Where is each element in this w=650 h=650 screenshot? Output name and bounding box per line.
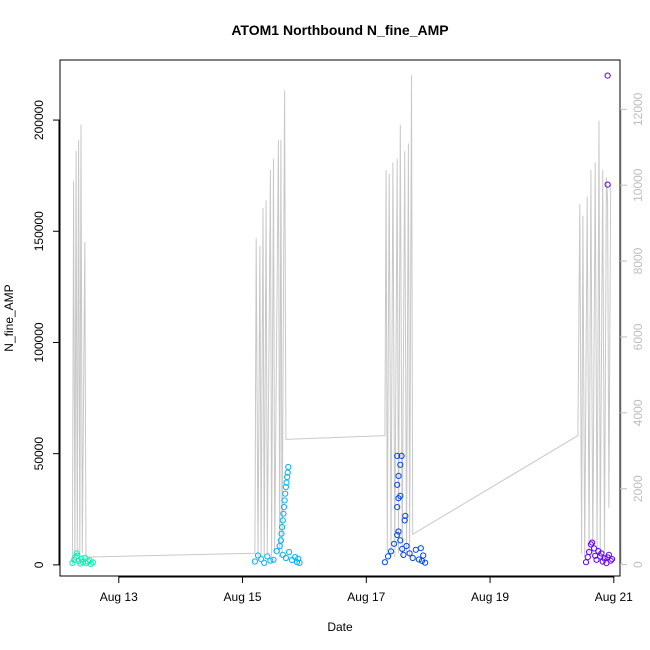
data-point	[270, 556, 277, 563]
data-point	[599, 558, 606, 565]
data-point	[394, 504, 401, 511]
data-point	[279, 551, 286, 559]
data-point	[273, 548, 280, 555]
y2-tick-label: 4000	[631, 399, 645, 426]
y-axis: 0 50000 100000 150000 200000	[32, 100, 60, 568]
data-point	[403, 542, 410, 550]
data-point	[391, 540, 398, 547]
data-point	[381, 559, 388, 566]
data-point	[264, 553, 271, 560]
points-layer	[69, 72, 616, 568]
y-tick-label: 150000	[32, 211, 46, 251]
data-point	[395, 528, 402, 535]
data-point	[590, 545, 598, 552]
data-point	[598, 550, 605, 557]
data-point	[73, 550, 80, 557]
y-tick-label: 50000	[32, 437, 46, 471]
data-point	[280, 510, 287, 517]
x-tick-label: Aug 21	[595, 590, 633, 604]
x-axis-label: Date	[327, 620, 353, 634]
x-axis: Aug 13 Aug 15 Aug 17 Aug 19 Aug 21	[100, 576, 633, 604]
data-point	[78, 555, 85, 563]
data-point	[281, 497, 288, 504]
data-point	[293, 559, 301, 566]
data-point	[394, 452, 401, 459]
x-tick-label: Aug 17	[347, 590, 385, 604]
data-point	[604, 181, 611, 188]
data-point	[397, 492, 404, 499]
data-point	[397, 537, 404, 544]
plot-area	[59, 59, 621, 577]
data-point	[401, 517, 408, 524]
data-point	[279, 524, 286, 531]
data-point	[586, 548, 593, 556]
secondary-series-line	[71, 75, 612, 565]
data-point	[282, 554, 289, 562]
data-point	[400, 551, 407, 559]
y2-tick-label: 2000	[631, 475, 645, 502]
y2-tick-label: 0	[631, 561, 645, 568]
data-point	[415, 556, 422, 563]
data-point	[589, 539, 596, 546]
data-point	[295, 555, 302, 562]
x-tick-label: Aug 13	[100, 590, 138, 604]
data-point	[398, 452, 405, 459]
data-point	[406, 550, 413, 557]
data-point	[420, 552, 427, 559]
secondary-line-layer	[71, 75, 612, 565]
data-point	[87, 560, 95, 568]
data-point	[604, 72, 611, 79]
data-point	[607, 557, 614, 564]
data-point	[387, 548, 395, 555]
chart-title: ATOM1 Northbound N_fine_AMP	[231, 22, 448, 38]
data-point	[422, 559, 429, 566]
data-point	[284, 473, 291, 481]
data-point	[280, 504, 288, 511]
data-point	[279, 517, 286, 524]
data-point	[261, 559, 268, 567]
data-point	[608, 556, 616, 563]
data-point	[394, 481, 401, 488]
x-tick-label: Aug 19	[471, 590, 509, 604]
data-point	[394, 531, 401, 539]
data-point	[69, 559, 76, 567]
data-point	[278, 530, 285, 537]
data-point	[395, 472, 402, 479]
secondary-y-axis: 0 2000 4000 6000 8000 10000 12000	[620, 92, 645, 568]
data-point	[251, 558, 258, 565]
data-point	[402, 512, 409, 520]
data-point	[254, 552, 262, 559]
data-point	[399, 545, 406, 553]
data-point	[277, 537, 284, 544]
data-point	[384, 553, 392, 560]
data-point	[417, 545, 424, 552]
x-tick-label: Aug 15	[224, 590, 262, 604]
data-point	[282, 490, 289, 497]
data-point	[276, 542, 283, 550]
data-point	[409, 554, 416, 562]
y-tick-label: 0	[32, 561, 46, 568]
data-point	[593, 556, 600, 563]
y-axis-label: N_fine_AMP	[2, 284, 16, 351]
data-point	[397, 461, 404, 468]
y-tick-label: 100000	[32, 322, 46, 362]
y-tick-label: 200000	[32, 100, 46, 140]
data-point	[292, 554, 299, 561]
data-point	[296, 559, 303, 567]
data-point	[267, 557, 274, 564]
data-point	[285, 463, 292, 471]
data-point	[605, 551, 613, 559]
y2-tick-label: 10000	[631, 168, 645, 202]
data-point	[285, 548, 293, 556]
data-point	[89, 559, 96, 566]
data-point	[86, 557, 93, 564]
data-point	[282, 483, 289, 491]
y2-tick-label: 6000	[631, 323, 645, 350]
y2-tick-label: 8000	[631, 247, 645, 274]
data-point	[258, 556, 265, 563]
y2-tick-label: 12000	[631, 92, 645, 126]
